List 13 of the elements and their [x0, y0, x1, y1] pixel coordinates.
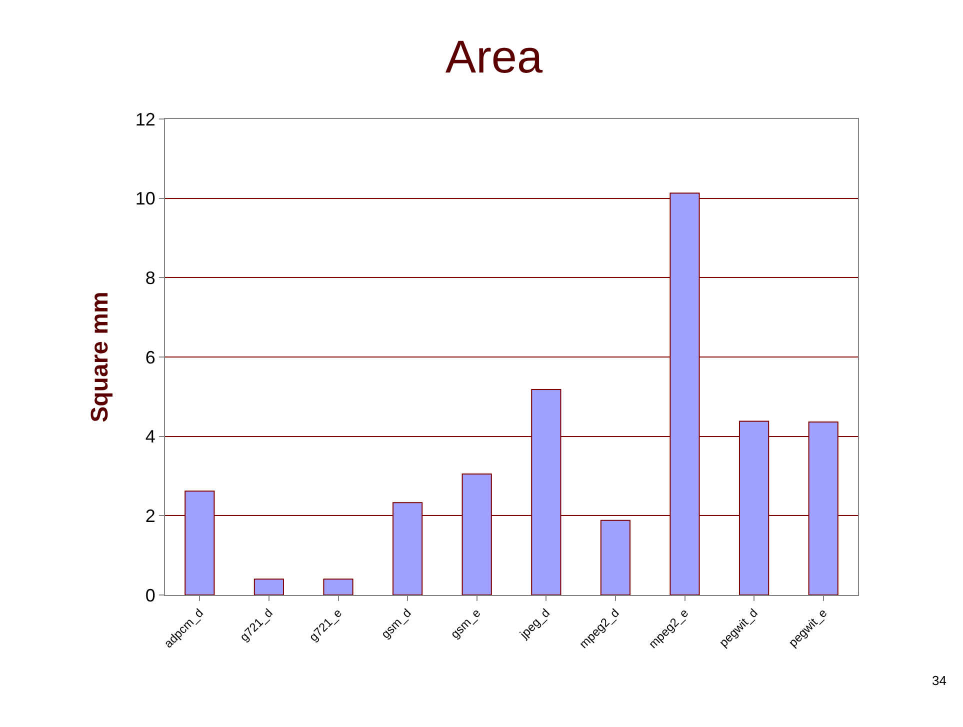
bar [600, 520, 630, 595]
chart-title: Area [445, 30, 544, 83]
y-tick-label: 2 [145, 506, 156, 526]
bar [323, 578, 354, 595]
y-axis-title: Square mm [86, 292, 114, 422]
y-tick-label: 0 [145, 585, 156, 606]
text: 34 [932, 673, 946, 688]
bar [254, 578, 284, 595]
y-tick-label: 12 [135, 109, 156, 130]
y-tick-label: 6 [145, 347, 156, 368]
y-tick-label: 8 [145, 268, 156, 288]
y-tick-label: 4 [145, 426, 156, 447]
y-tick-label: 10 [135, 188, 156, 209]
